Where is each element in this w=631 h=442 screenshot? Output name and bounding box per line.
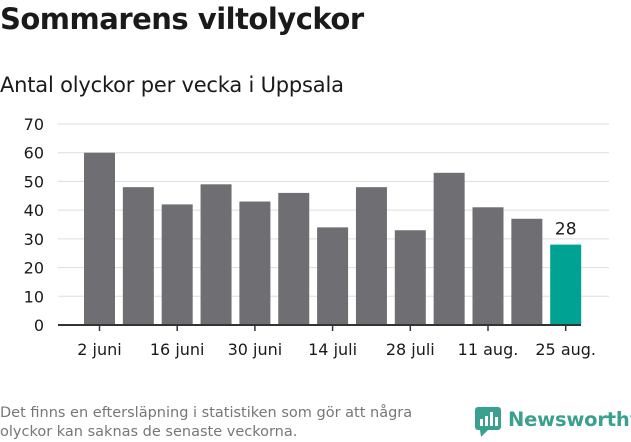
newsworthy-logo-icon [475,407,501,437]
bar [472,207,504,325]
x-tick-label: 28 juli [386,340,435,359]
newsworthy-logo[interactable]: Newsworthy [475,407,631,441]
y-tick-label: 30 [24,230,44,249]
y-tick-label: 10 [24,287,44,306]
bar [355,187,387,325]
x-tick-label: 16 juni [150,340,205,359]
x-tick-label: 14 juli [308,340,357,359]
bars [84,152,582,325]
bar [278,192,310,325]
y-tick-label: 70 [24,115,44,134]
x-tick-label: 30 juni [228,340,283,359]
x-tick-label: 25 aug. [535,340,596,359]
y-tick-label: 60 [24,144,44,163]
y-tick-label: 0 [34,316,44,335]
data-label: 28 [555,220,577,240]
y-tick-label: 40 [24,201,44,220]
bar [317,227,349,325]
y-tick-label: 20 [24,259,44,278]
bar [161,204,193,325]
bar [239,201,271,325]
bar-chart: 0 10 20 30 40 50 60 70 2 juni 16 juni 30 juni 14 ju… [24,115,609,359]
bar-highlight [550,244,582,325]
x-tick-label: 2 juni [77,340,121,359]
bar [394,230,426,325]
bar [200,184,232,325]
footnote: Det finns en eftersläpning i statistiken… [0,405,413,440]
bar [511,218,543,325]
chart-subtitle: Antal olyckor per vecka i Uppsala [0,73,344,97]
bar [84,152,115,325]
x-tick-label: 11 aug. [458,340,519,359]
bar [433,172,465,325]
axes [58,324,581,331]
chart-title: Sommarens viltolyckor [0,2,364,36]
bar [122,187,154,325]
brand-name: Newsworthy [508,408,631,431]
labels: 0 10 20 30 40 50 60 70 2 juni 16 juni 30 juni 14 ju… [24,115,596,359]
y-tick-label: 50 [24,172,44,191]
